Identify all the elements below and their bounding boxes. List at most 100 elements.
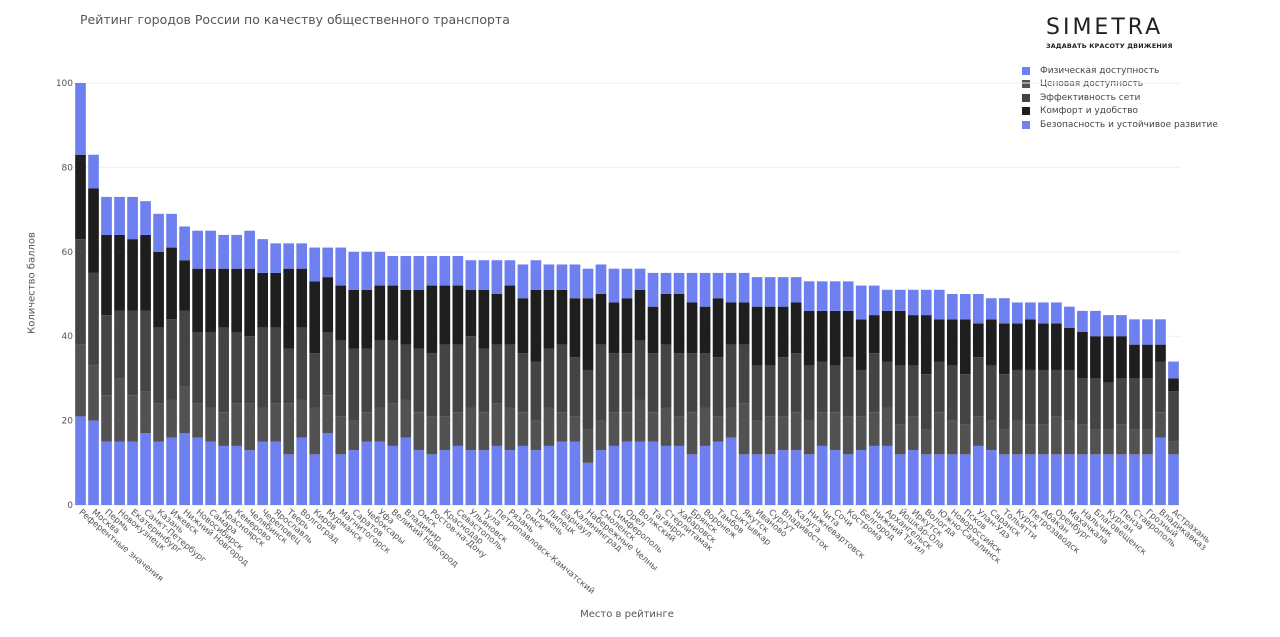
legend-swatch — [1022, 93, 1030, 102]
bar-segment — [738, 302, 750, 345]
bar-segment — [621, 412, 633, 442]
bar-segment — [504, 285, 516, 345]
bar-segment — [322, 395, 334, 434]
bar-segment — [127, 441, 138, 505]
legend-item[interactable]: Комфорт и удобство — [1022, 105, 1218, 119]
bar-segment — [608, 302, 620, 354]
bar-segment — [608, 445, 620, 505]
bar-segment — [75, 416, 86, 505]
bar-segment — [595, 420, 607, 451]
bar-segment — [400, 256, 412, 290]
bar-segment — [543, 445, 555, 505]
bar-segment — [374, 407, 386, 442]
bar-segment — [465, 336, 477, 408]
bar-segment — [491, 294, 503, 345]
bar-segment — [556, 289, 568, 345]
bar-segment — [764, 454, 776, 505]
bar-segment — [985, 319, 997, 366]
bar-segment — [452, 256, 464, 286]
bar-segment — [712, 416, 724, 442]
y-tick-label: 40 — [62, 332, 74, 342]
bar-segment — [985, 420, 997, 451]
bar-segment — [621, 268, 633, 299]
bar-segment — [556, 412, 568, 442]
bar-segment — [322, 433, 334, 505]
bar-segment — [829, 412, 841, 451]
bar-segment — [933, 361, 945, 413]
bar-segment — [790, 412, 802, 451]
bar-segment — [543, 407, 555, 446]
bar-segment — [452, 412, 464, 446]
bar-segment — [1116, 315, 1127, 337]
bar-segment — [777, 306, 789, 358]
legend-item[interactable]: Эффективность сети — [1022, 91, 1218, 105]
bar-segment — [894, 424, 906, 455]
bar-segment — [595, 264, 607, 294]
bar-segment — [621, 353, 633, 413]
bar-segment — [413, 450, 425, 505]
bar-segment — [1103, 315, 1114, 337]
bar-segment — [1155, 319, 1166, 345]
bar-segment — [452, 344, 464, 413]
bar-segment — [504, 450, 516, 505]
bar-segment — [647, 353, 659, 413]
bar-segment — [660, 445, 672, 505]
bar-segment — [855, 369, 867, 417]
bar-segment — [1012, 369, 1023, 421]
bar-segment — [192, 230, 203, 269]
bar-segment — [1142, 319, 1153, 345]
bar-segment — [829, 450, 841, 505]
bar-segment — [999, 298, 1010, 324]
bar-segment — [101, 196, 112, 235]
legend-item[interactable]: Физическая доступность — [1022, 64, 1218, 78]
bar-segment — [88, 272, 99, 366]
bar-segment — [946, 454, 958, 505]
bar-segment — [452, 285, 464, 345]
bar-segment — [1116, 454, 1127, 505]
bar-segment — [491, 260, 503, 294]
bar-segment — [270, 403, 282, 442]
bar-segment — [959, 454, 971, 505]
bar-segment — [842, 357, 854, 417]
bar-segment — [582, 369, 594, 430]
bar-segment — [1142, 429, 1153, 455]
bar-segment — [1012, 302, 1023, 324]
bar-segment — [699, 445, 711, 505]
bar-segment — [1116, 424, 1127, 455]
bar-segment — [166, 399, 177, 438]
bar-segment — [270, 243, 282, 273]
bar-segment — [894, 365, 906, 425]
legend-label: Эффективность сети — [1040, 92, 1141, 103]
bar-segment — [881, 445, 893, 505]
bar-segment — [465, 289, 477, 337]
bar-segment — [374, 251, 386, 286]
bar-segment — [764, 306, 776, 366]
bar-segment — [270, 441, 282, 505]
legend-item[interactable]: Ценовая доступность — [1022, 78, 1218, 92]
bar-segment — [140, 201, 151, 235]
bar-segment — [1142, 454, 1153, 505]
bar-segment — [673, 294, 685, 354]
bar-segment — [101, 315, 112, 396]
bar-segment — [348, 450, 360, 505]
bar-segment — [1051, 323, 1062, 370]
bar-segment — [140, 391, 151, 434]
bar-segment — [556, 441, 568, 505]
bar-segment — [803, 454, 815, 505]
bar-segment — [1038, 323, 1049, 370]
bar-segment — [439, 256, 451, 286]
bar-segment — [1129, 319, 1140, 345]
bar-segment — [816, 412, 828, 446]
legend-item[interactable]: Безопасность и устойчивое развитие — [1022, 118, 1218, 132]
bar-segment — [361, 289, 373, 349]
bar-segment — [660, 407, 672, 446]
bar-segment — [634, 441, 646, 505]
bar-segment — [244, 230, 255, 269]
bar-segment — [608, 412, 620, 446]
bar-segment — [114, 378, 125, 442]
bar-segment — [738, 344, 750, 404]
bar-segment — [972, 416, 984, 446]
bar-segment — [140, 234, 151, 311]
bar-segment — [790, 302, 802, 354]
bar-segment — [75, 344, 86, 417]
